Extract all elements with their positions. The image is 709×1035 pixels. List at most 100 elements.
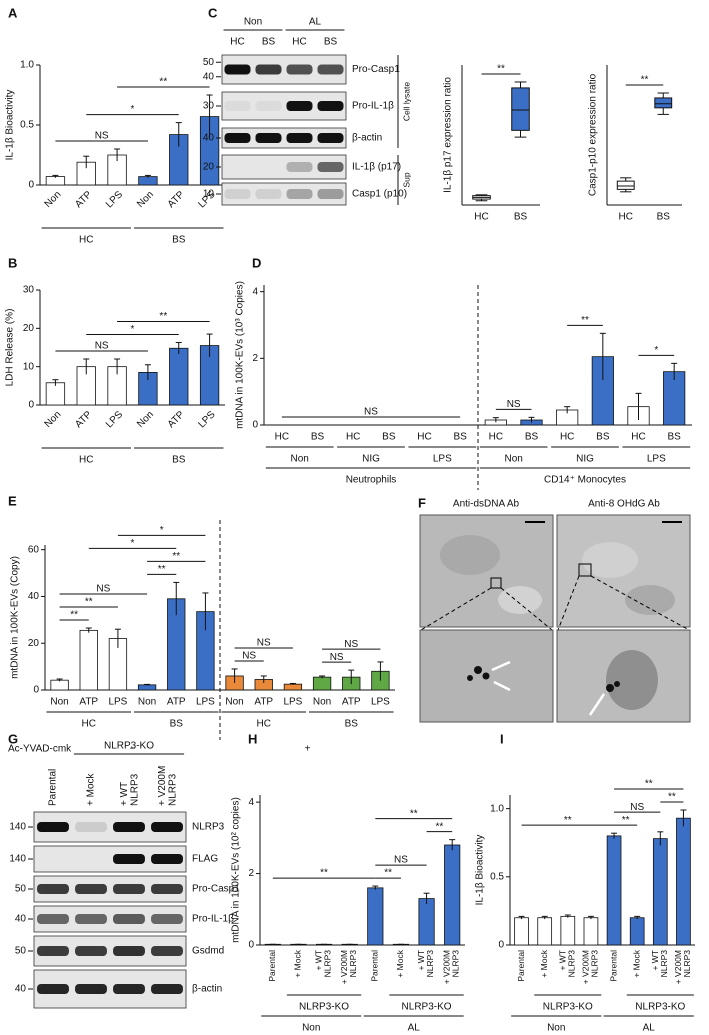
significance-label: *: [131, 538, 135, 549]
lane-label: HC: [230, 37, 244, 48]
x-tick-label: + Mock: [395, 949, 405, 977]
x-tick-label: HC: [560, 432, 574, 443]
x-tick-label: ATP: [166, 409, 187, 430]
band: [224, 64, 251, 75]
y-tick-label: 1.0: [490, 803, 504, 814]
y-tick-label: 30: [23, 285, 35, 296]
band: [113, 914, 145, 924]
bar: [367, 887, 384, 946]
x-tick-label: + Mock: [539, 949, 549, 977]
significance-label: NS: [242, 651, 256, 662]
x-tick-label: + Mock: [631, 949, 641, 977]
gold-particle: [474, 666, 482, 674]
bar: [652, 838, 668, 946]
bar: [676, 817, 691, 946]
bar: [583, 917, 599, 946]
band: [317, 101, 344, 111]
band: [37, 984, 69, 994]
mw-marker: 20: [203, 162, 215, 173]
gold-particle: [614, 681, 620, 687]
band: [75, 946, 107, 956]
x-tick-label: BS: [525, 432, 539, 443]
x-tick-label: ATP: [167, 697, 186, 708]
band: [286, 162, 313, 172]
row-label: Gsdmd: [192, 946, 224, 957]
significance-label: **: [641, 75, 649, 86]
significance-label: NS: [394, 855, 408, 866]
group-label: BS: [172, 455, 186, 466]
significance-label: **: [564, 815, 572, 826]
y-axis-label: mtDNA in 100K-EVs (10² copies): [231, 797, 242, 943]
arrow: [491, 660, 511, 692]
band: [255, 133, 282, 143]
x-tick-label: LPS: [196, 409, 217, 430]
box: [654, 97, 673, 109]
x-tick-label: Non: [43, 409, 64, 430]
x-tick-label: Non: [43, 189, 64, 210]
group-label: NLRP3-KO: [635, 1002, 685, 1013]
panel-label: G: [8, 731, 18, 746]
y-tick-label: 0: [28, 180, 34, 191]
mw-marker: 140: [9, 854, 26, 865]
x-tick-label: + WTNLRP3: [314, 950, 333, 978]
mw-marker: 10: [203, 189, 215, 200]
zoom-line: [557, 575, 580, 631]
micrographs: F Anti-dsDNA Ab Anti-8 OHdG Ab: [418, 495, 691, 723]
box: [511, 87, 530, 131]
group-label: NLRP3-KO: [402, 1002, 452, 1013]
x-tick-label: Non: [313, 697, 331, 708]
mw-marker: 50: [203, 57, 215, 68]
bar: [169, 347, 189, 406]
row-label: β-actin: [192, 984, 222, 995]
significance-label: *: [131, 104, 135, 115]
group-label: −: [130, 744, 136, 755]
x-tick-label: Non: [138, 697, 156, 708]
y-tick-label: 4: [248, 797, 254, 808]
group-label: HC: [257, 719, 271, 730]
group-label: LPS: [433, 454, 452, 465]
band: [151, 914, 183, 924]
band: [37, 884, 69, 894]
significance-label: **: [85, 597, 93, 608]
x-tick-label: Non: [225, 697, 243, 708]
x-tick-label: + Mock: [293, 949, 303, 977]
bar: [50, 679, 69, 691]
significance-label: *: [131, 324, 135, 335]
group-label: LPS: [647, 454, 666, 465]
bar: [283, 683, 303, 691]
x-tick-label: Parental: [516, 950, 526, 982]
lane-label: + V200MNLRP3: [156, 766, 178, 806]
band: [37, 946, 69, 956]
significance-label: NS: [257, 638, 271, 649]
significance-label: **: [172, 551, 180, 562]
x-tick-label: LPS: [104, 189, 125, 210]
significance-label: NS: [330, 652, 344, 663]
x-tick-label: HC: [489, 432, 503, 443]
significance-label: **: [384, 868, 392, 879]
x-tick-label: BS: [382, 432, 396, 443]
y-tick-label: 0: [498, 940, 504, 951]
bar: [138, 176, 158, 186]
bar: [45, 382, 66, 406]
x-tick-label: ATP: [342, 697, 361, 708]
lane-label: + WTNLRP3: [118, 773, 140, 806]
band: [255, 101, 282, 111]
band: [286, 101, 313, 111]
x-tick-label: + WTNLRP3: [650, 950, 669, 978]
y-tick-label: 0: [33, 685, 39, 696]
group-label: Non: [504, 454, 522, 465]
group-label: AL: [408, 1023, 421, 1034]
bar: [45, 176, 66, 186]
x-tick-label: HC: [631, 432, 645, 443]
y-tick-label: 0: [248, 940, 254, 951]
band: [224, 189, 251, 199]
group-label: BS: [172, 235, 186, 246]
significance-label: **: [159, 311, 167, 322]
group-label: CD14⁺ Monocytes: [544, 475, 626, 486]
x-tick-label: Non: [135, 189, 156, 210]
x-tick-label: ATP: [254, 697, 273, 708]
y-axis-label: IL-1β Bioactivity: [475, 835, 486, 906]
x-tick-label: Non: [50, 697, 68, 708]
x-tick-label: + V200MNLRP3: [581, 950, 600, 985]
